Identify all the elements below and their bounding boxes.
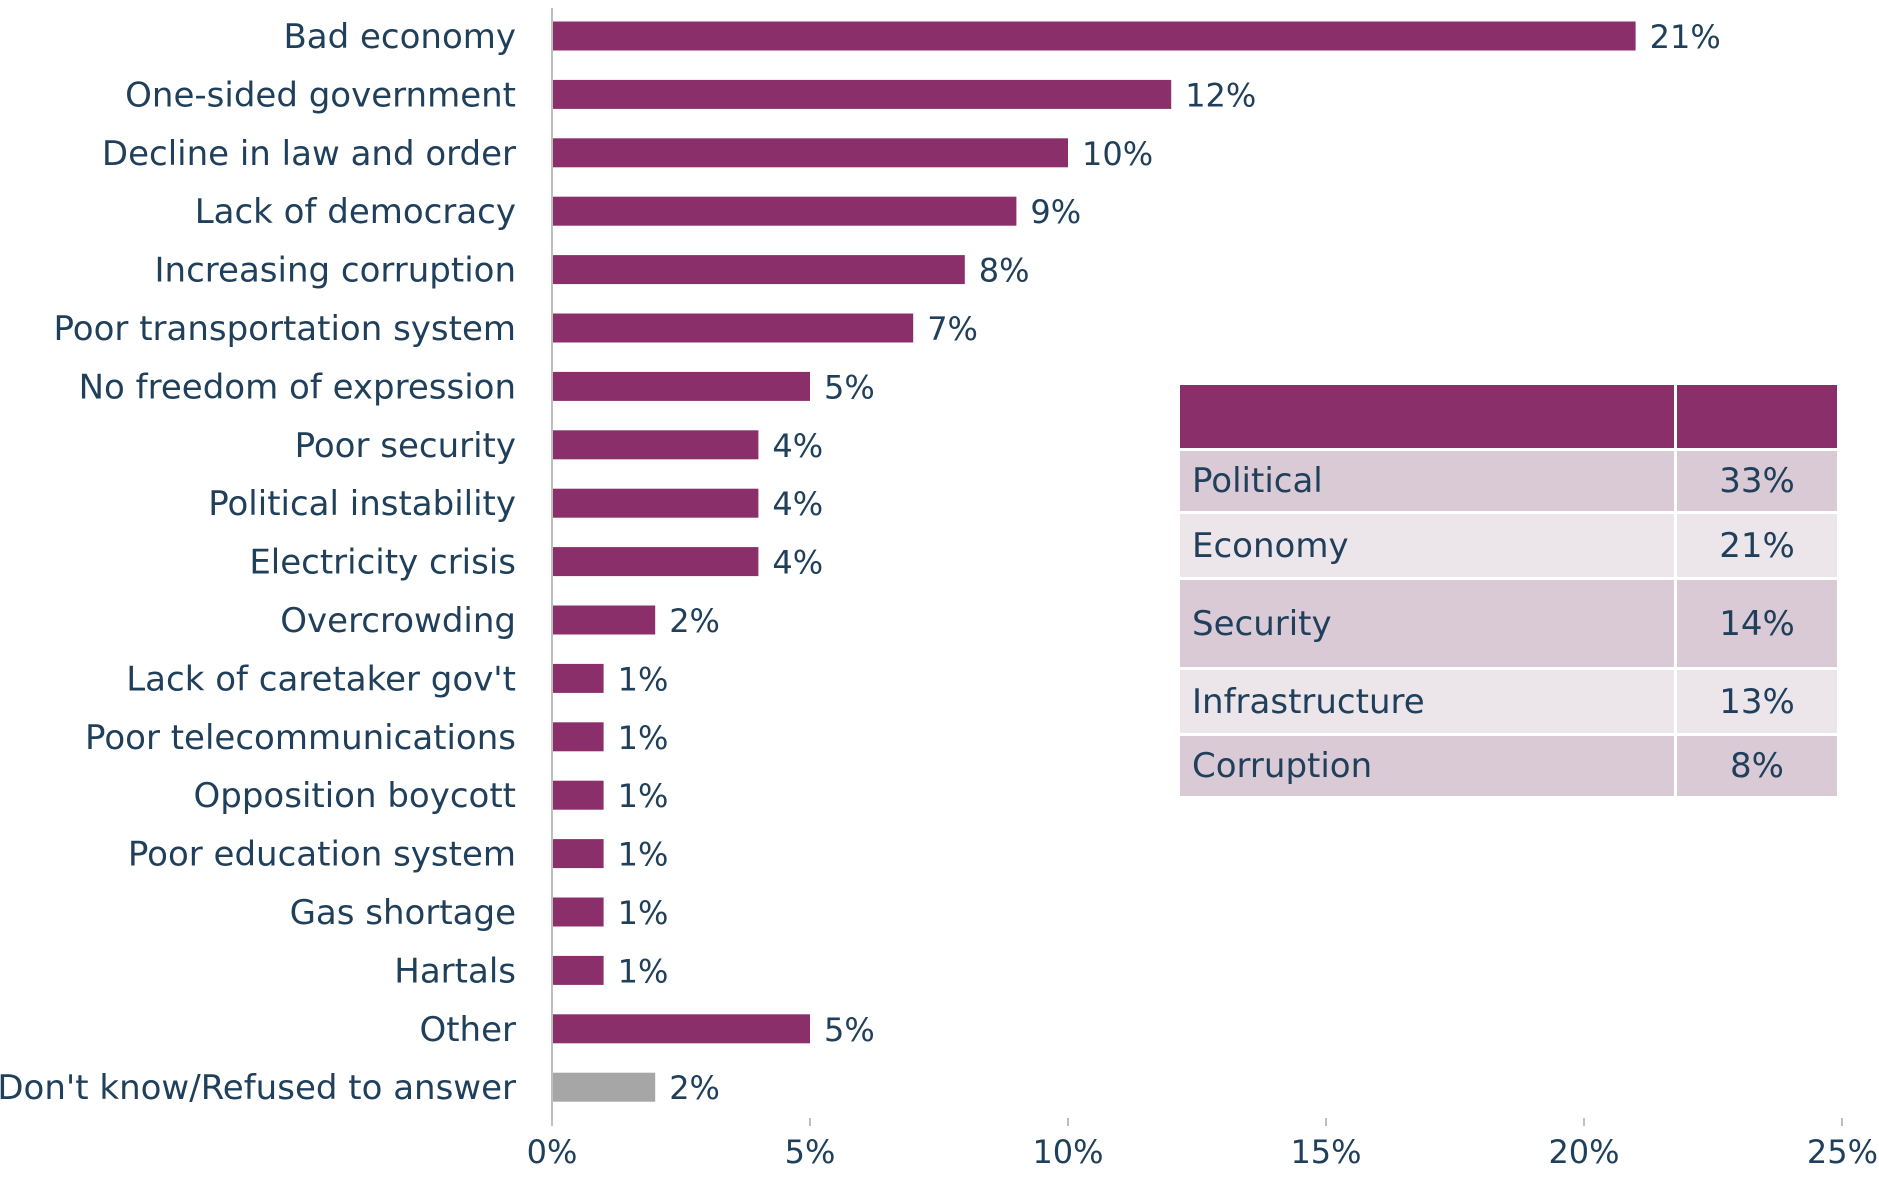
bar	[552, 780, 604, 810]
category-label: Bad economy	[283, 17, 516, 57]
bar	[552, 547, 759, 577]
category-label: Electricity crisis	[249, 543, 516, 583]
category-label: Don't know/Refused to answer	[0, 1068, 516, 1108]
axis-layer: 0% 5% 10% 15% 20% 25%	[527, 8, 1878, 1171]
category-label: No freedom of expression	[79, 367, 516, 407]
x-tick-label: 15%	[1290, 1133, 1361, 1171]
summary-row-value: 8%	[1675, 734, 1840, 799]
data-label: 2%	[669, 602, 720, 640]
x-tick-label: 10%	[1032, 1133, 1103, 1171]
data-label: 1%	[618, 894, 669, 932]
data-label: 5%	[824, 1011, 875, 1049]
data-label: 8%	[979, 252, 1030, 290]
summary-row: Infrastructure 13%	[1180, 668, 1840, 736]
bar	[552, 313, 914, 343]
summary-row: Political 33%	[1180, 449, 1840, 514]
summary-row-value: 33%	[1675, 449, 1840, 514]
data-label: 1%	[618, 660, 669, 698]
x-tick-label: 5%	[785, 1133, 836, 1171]
data-label: 4%	[772, 427, 823, 465]
data-label: 9%	[1030, 193, 1081, 231]
bar	[552, 488, 759, 518]
bar	[552, 1072, 656, 1102]
data-label: 1%	[618, 836, 669, 874]
bar	[552, 897, 604, 927]
data-label: 21%	[1650, 18, 1721, 56]
summary-row: Security 14%	[1180, 578, 1840, 670]
summary-table-header	[1180, 385, 1840, 451]
category-label: Overcrowding	[280, 601, 516, 641]
category-label: Lack of democracy	[195, 192, 516, 232]
summary-header-category	[1180, 385, 1677, 451]
data-label: 1%	[618, 952, 669, 990]
data-label: 1%	[618, 719, 669, 757]
data-label: 10%	[1082, 135, 1153, 173]
summary-row-category: Economy	[1180, 512, 1677, 580]
bar	[552, 663, 604, 693]
bar	[552, 605, 656, 635]
category-label: Gas shortage	[290, 893, 516, 933]
category-label: One-sided government	[125, 75, 516, 115]
bar	[552, 839, 604, 869]
summary-row-category: Infrastructure	[1180, 668, 1677, 736]
labels-layer: Bad economy 21% One-sided government 12% Dec…	[0, 17, 1721, 1108]
category-label: Poor security	[295, 426, 516, 466]
data-label: 12%	[1185, 76, 1256, 114]
category-label: Other	[419, 1010, 516, 1050]
summary-row-category: Corruption	[1180, 734, 1677, 799]
bar	[552, 21, 1636, 51]
data-label: 7%	[927, 310, 978, 348]
data-label: 1%	[618, 777, 669, 815]
summary-row-category: Security	[1180, 578, 1677, 670]
bar	[552, 430, 759, 460]
category-label: Increasing corruption	[155, 251, 516, 291]
summary-row-category: Political	[1180, 449, 1677, 514]
category-label: Decline in law and order	[102, 134, 516, 174]
summary-row: Corruption 8%	[1180, 734, 1840, 799]
bar	[552, 196, 1017, 226]
bar	[552, 955, 604, 985]
bar	[552, 138, 1068, 168]
summary-header-value	[1675, 385, 1840, 451]
summary-row-value: 21%	[1675, 512, 1840, 580]
data-label: 2%	[669, 1069, 720, 1107]
category-label: Opposition boycott	[194, 776, 517, 816]
summary-table: Political 33% Economy 21% Security 14% I…	[1180, 385, 1840, 799]
bar	[552, 371, 810, 401]
bar	[552, 1014, 810, 1044]
summary-row-value: 13%	[1675, 668, 1840, 736]
category-label: Poor telecommunications	[85, 718, 516, 758]
summary-row: Economy 21%	[1180, 512, 1840, 580]
category-label: Lack of caretaker gov't	[126, 659, 516, 699]
category-label: Poor transportation system	[54, 309, 516, 349]
x-tick-label: 25%	[1807, 1133, 1878, 1171]
summary-row-value: 14%	[1675, 578, 1840, 670]
category-label: Hartals	[394, 951, 516, 991]
bar	[552, 79, 1172, 109]
bar	[552, 255, 965, 285]
bars-layer	[552, 21, 1636, 1102]
category-label: Poor education system	[128, 835, 516, 875]
bar	[552, 722, 604, 752]
x-tick-label: 0%	[527, 1133, 578, 1171]
data-label: 4%	[772, 544, 823, 582]
x-tick-label: 20%	[1548, 1133, 1619, 1171]
data-label: 5%	[824, 368, 875, 406]
category-label: Political instability	[208, 484, 516, 524]
data-label: 4%	[772, 485, 823, 523]
